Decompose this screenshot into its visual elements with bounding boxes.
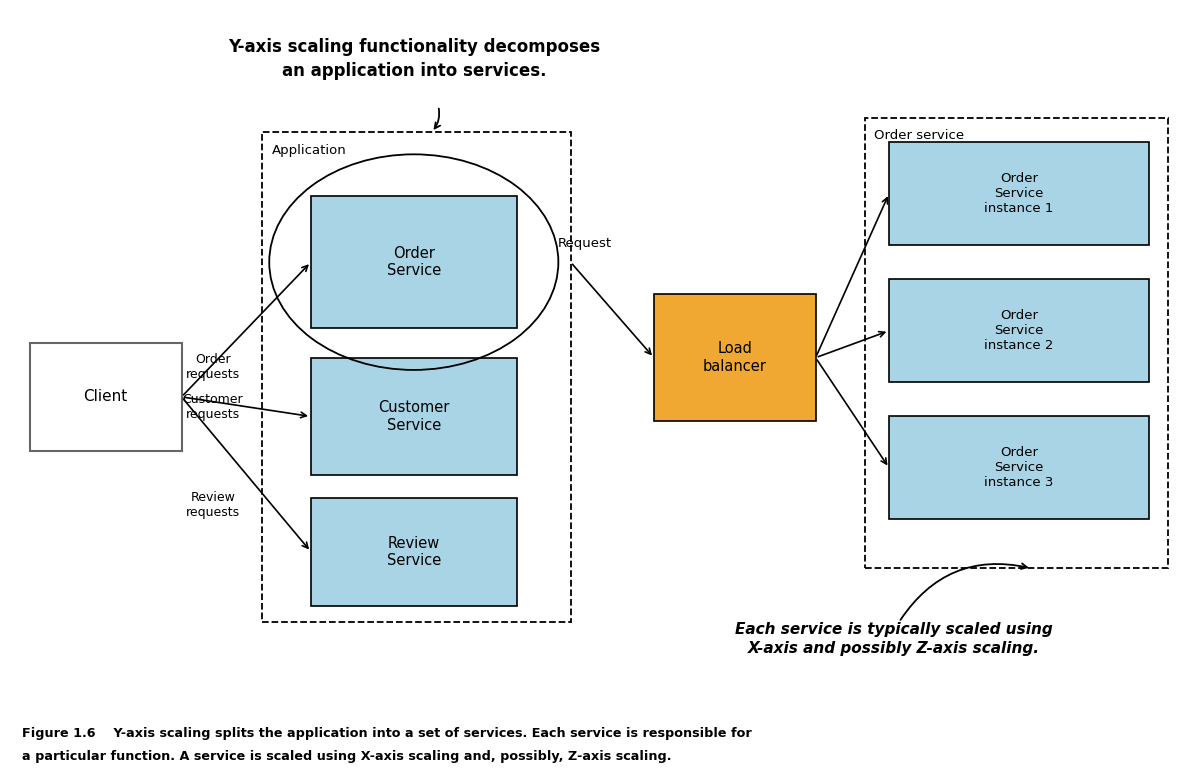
FancyBboxPatch shape [889,279,1148,382]
Text: Order
Service: Order Service [386,246,440,278]
Text: Customer
requests: Customer requests [182,393,244,421]
Text: Request: Request [558,238,612,250]
Text: Each service is typically scaled using
X-axis and possibly Z-axis scaling.: Each service is typically scaled using X… [736,622,1052,656]
Text: Figure 1.6    Y-axis scaling splits the application into a set of services. Each: Figure 1.6 Y-axis scaling splits the app… [22,726,751,740]
Bar [864,117,1169,569]
Text: Customer
Service: Customer Service [378,400,450,432]
Text: a particular function. A service is scaled using X-axis scaling and, possibly, Z: a particular function. A service is scal… [22,750,671,763]
Text: Review
requests: Review requests [186,490,240,518]
FancyBboxPatch shape [889,417,1148,519]
Text: Application: Application [271,144,347,157]
Text: Review
Service: Review Service [386,536,440,568]
FancyBboxPatch shape [311,498,517,605]
Text: Y-axis scaling functionality decomposes
an application into services.: Y-axis scaling functionality decomposes … [228,38,600,80]
Text: Load
balancer: Load balancer [703,342,767,374]
FancyBboxPatch shape [311,196,517,328]
Text: Order
Service
instance 1: Order Service instance 1 [984,172,1054,215]
FancyBboxPatch shape [654,294,816,421]
Text: Order
Service
instance 3: Order Service instance 3 [984,447,1054,490]
Bar [262,132,571,622]
Text: Order service: Order service [875,129,965,142]
Text: Order
Service
instance 2: Order Service instance 2 [984,309,1054,352]
Text: Client: Client [84,389,127,404]
Text: Order
requests: Order requests [186,353,240,382]
FancyBboxPatch shape [311,357,517,475]
FancyBboxPatch shape [889,142,1148,245]
FancyBboxPatch shape [30,343,181,450]
